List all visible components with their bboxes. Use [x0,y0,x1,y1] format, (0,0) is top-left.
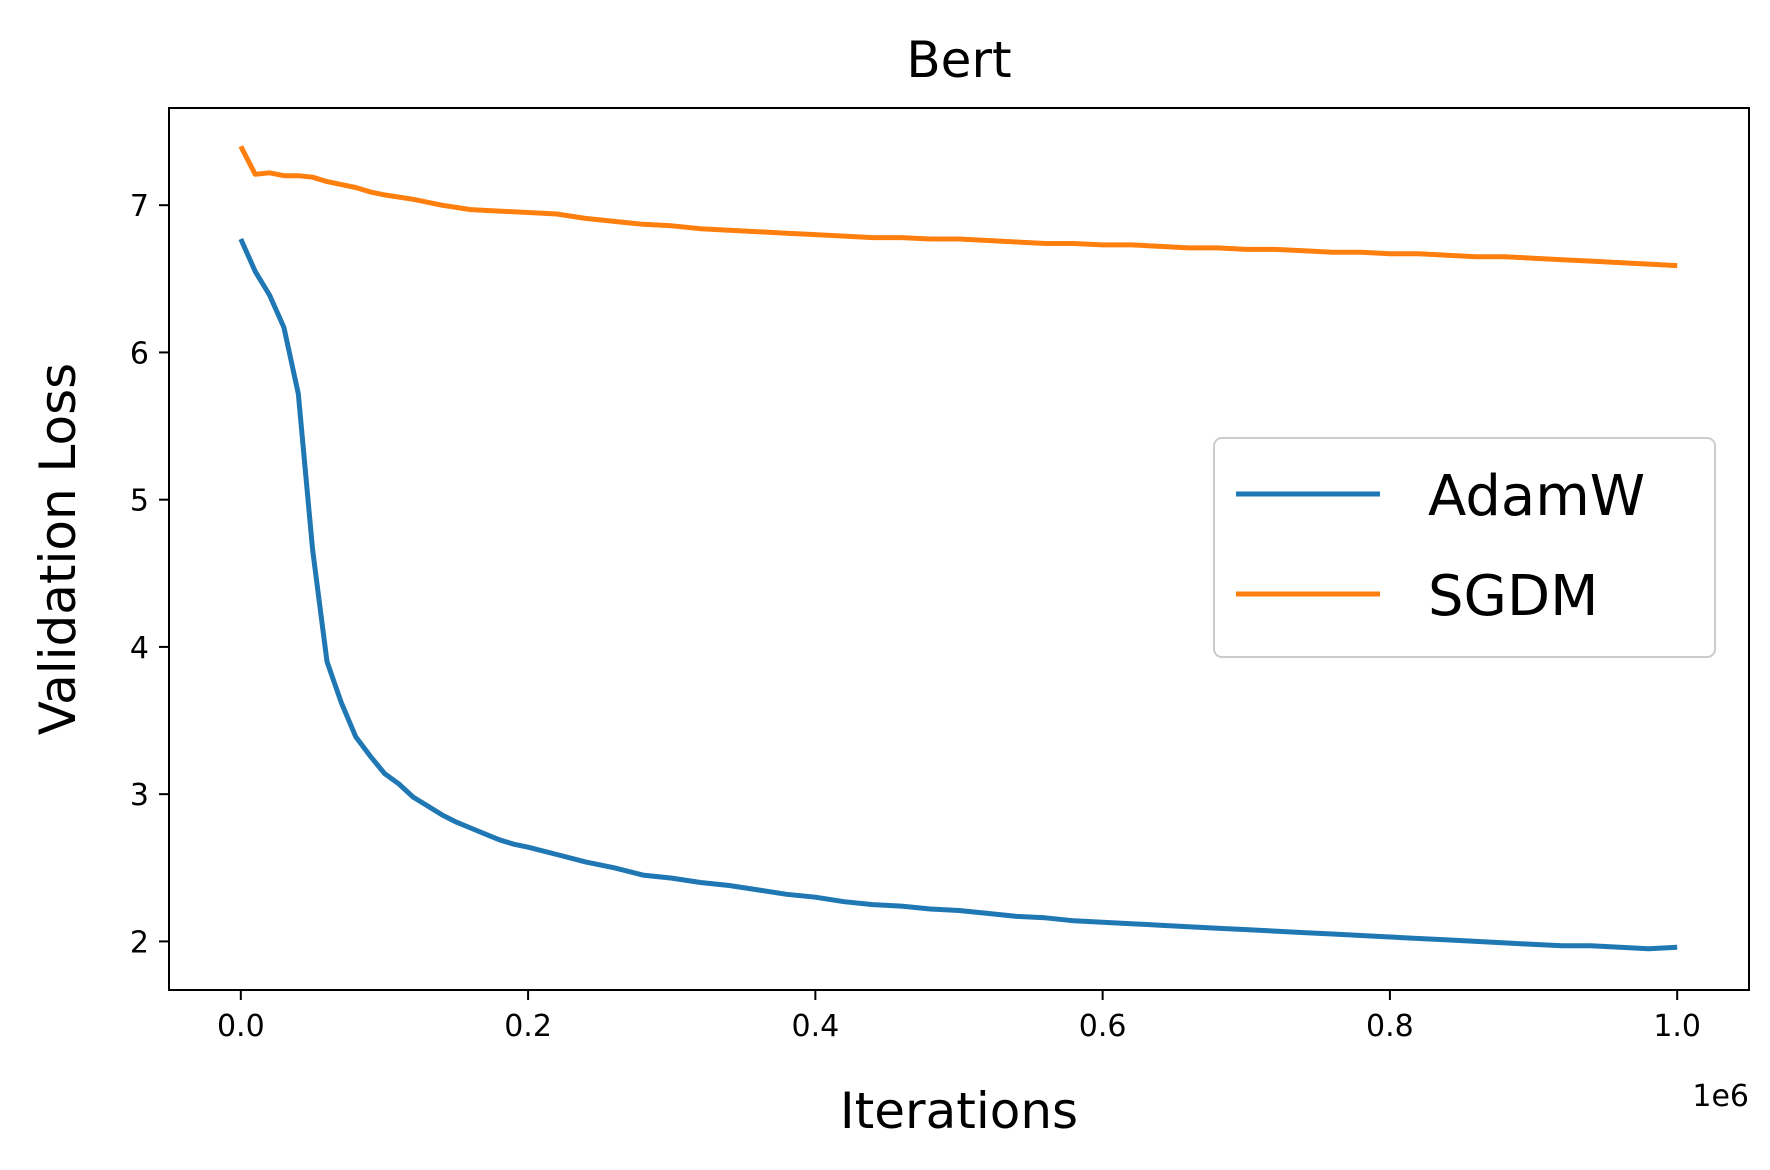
legend-label-sgdm: SGDM [1428,564,1598,629]
ticks-layer: 0.0 0.2 0.4 0.6 0.8 1.0 2 3 4 5 6 7 [130,189,1701,1044]
x-tick-label: 0.2 [504,1009,552,1044]
x-tick-label: 0.0 [217,1009,265,1044]
x-tick-label: 0.6 [1079,1009,1127,1044]
lines-layer [238,145,1678,952]
series-line-adamw [238,237,1678,952]
y-axis-label: Validation Loss [29,363,87,735]
x-tick-label: 1.0 [1653,1009,1701,1044]
y-tick-label: 6 [130,336,149,371]
y-tick-label: 5 [130,484,149,519]
y-tick-label: 3 [130,778,149,813]
x-tick-label: 0.4 [792,1009,840,1044]
series-line-sgdm [238,145,1678,269]
x-axis-offset-label: 1e6 [1692,1079,1749,1114]
chart-title: Bert [906,31,1011,89]
y-tick-label: 7 [130,189,149,224]
plot-frame [168,107,1750,991]
legend: AdamW SGDM [1213,437,1716,658]
x-axis-label: Iterations [840,1082,1078,1140]
y-tick-label: 4 [130,631,149,666]
y-tick-label: 2 [130,925,149,960]
legend-label-adamw: AdamW [1428,464,1645,529]
x-tick-label: 0.8 [1366,1009,1414,1044]
